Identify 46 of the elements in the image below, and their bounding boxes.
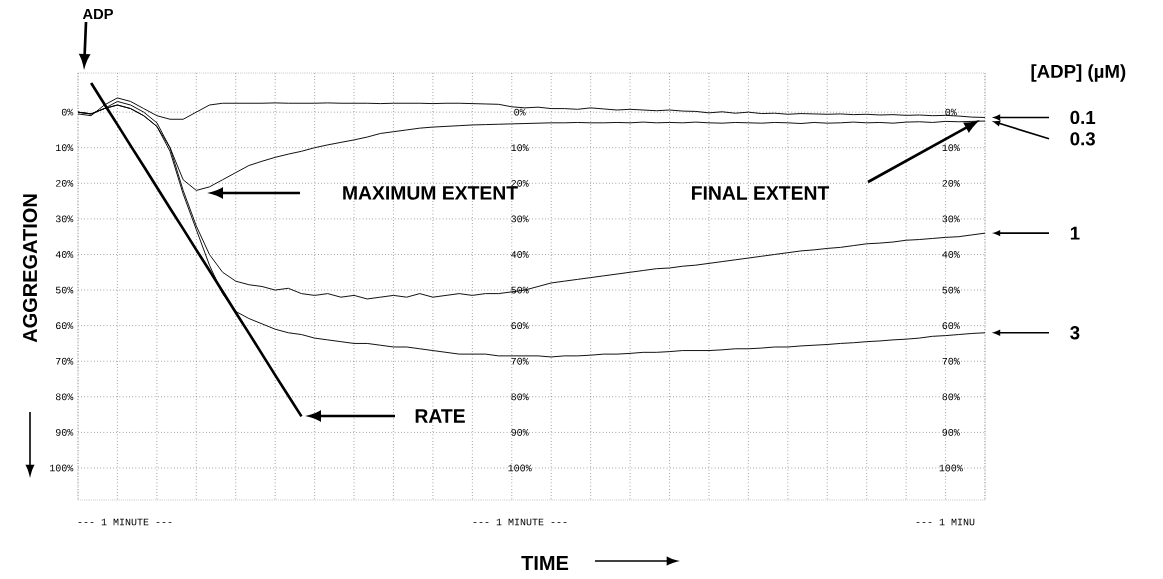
text: 0% [514, 108, 526, 116]
text: 90% [942, 429, 960, 436]
y-tick-label: 30% [55, 215, 74, 223]
text: 60% [511, 322, 529, 330]
y-tick-label: 100% [50, 464, 74, 472]
text: 50% [942, 286, 960, 294]
y-axis-title: AGGREGATION [22, 194, 38, 343]
text: 10% [942, 144, 960, 152]
text: 70% [942, 357, 960, 365]
text: 20% [511, 179, 529, 187]
text: 60% [942, 322, 960, 330]
text: 10% [511, 144, 529, 152]
text: 30% [942, 215, 960, 223]
legend-label: 1 [1070, 226, 1080, 240]
text: 20% [942, 179, 960, 187]
annotation: MAXIMUM EXTENT [343, 186, 518, 200]
y-tick-label: 10% [56, 144, 74, 152]
text: 40% [511, 251, 529, 258]
text: --- 1 MINUTE --- [473, 518, 567, 526]
y-tick-label: 0% [61, 108, 74, 116]
text: 70% [511, 357, 529, 365]
text: 100% [508, 464, 532, 472]
y-tick-label: 40% [55, 251, 74, 258]
y-tick-label: 50% [55, 286, 74, 294]
annotation: RATE [415, 409, 465, 423]
text: 80% [511, 393, 529, 401]
text: 0% [945, 108, 957, 116]
text: --- 1 MINU [916, 518, 975, 526]
text: 30% [511, 215, 529, 223]
y-tick-label: 60% [56, 322, 74, 330]
text: --- 1 MINUTE --- [78, 518, 172, 526]
text: 40% [942, 251, 960, 258]
text: 80% [942, 393, 960, 401]
annotation: FINAL EXTENT [692, 186, 830, 200]
y-tick-label: 80% [55, 393, 74, 401]
legend-label: 0.3 [1070, 132, 1095, 146]
y-tick-label: 90% [55, 429, 74, 436]
text: ADP [82, 8, 113, 20]
legend-title: [ADP] (µM) [1031, 64, 1126, 82]
y-tick-label: 20% [56, 179, 74, 187]
legend-label: 3 [1070, 326, 1080, 340]
legend-label: 0.1 [1070, 110, 1096, 125]
text: 100% [939, 464, 963, 472]
y-tick-label: 70% [56, 357, 74, 365]
text: 90% [511, 429, 529, 436]
x-axis-title: TIME [521, 556, 569, 570]
